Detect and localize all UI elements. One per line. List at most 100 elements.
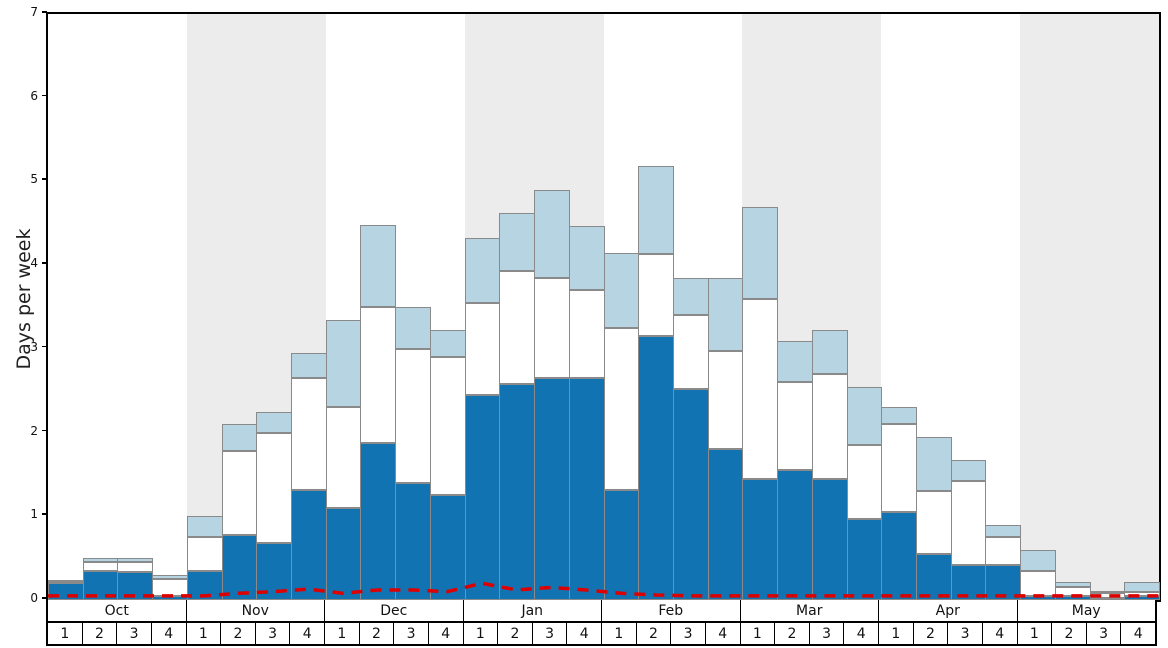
y-tick-mark	[42, 178, 47, 180]
bar-segment	[117, 562, 154, 573]
week-number-cell: 1	[325, 623, 360, 644]
bar-segment	[1124, 595, 1160, 600]
y-tick-label: 0	[30, 591, 38, 605]
y-tick-mark	[42, 11, 47, 13]
month-label-apr: Apr	[879, 600, 1018, 621]
bar-segment	[985, 524, 1022, 538]
week-number-cell: 4	[844, 623, 879, 644]
bar-segment	[325, 507, 362, 600]
month-label-mar: Mar	[741, 600, 879, 621]
week-number-cell: 3	[117, 623, 152, 644]
bar-segment	[638, 336, 674, 600]
bar-segment	[360, 224, 397, 307]
bar-segment	[499, 271, 536, 385]
bar-segment	[950, 460, 987, 482]
bar-segment	[950, 481, 987, 565]
week-number-cell: 4	[1133, 625, 1143, 642]
bar-segment	[638, 254, 674, 337]
bar-segment	[1054, 581, 1091, 588]
red-dashed-trend-line	[48, 581, 1159, 598]
bar-segment	[117, 558, 154, 563]
bar-segment	[464, 237, 501, 303]
bar-segment	[464, 394, 501, 600]
month-label-jan: Jan	[464, 600, 602, 621]
bar-segment	[534, 277, 570, 379]
bar-segment	[291, 489, 327, 600]
bar-segment	[1020, 549, 1056, 571]
y-tick-mark	[42, 513, 47, 515]
week-number-cell: 2	[914, 623, 949, 644]
week-number-cell: 1	[1018, 623, 1053, 644]
bar-segment	[429, 357, 466, 496]
week-number-cell: 4	[429, 623, 464, 644]
plot-area	[46, 12, 1161, 602]
bar-segment	[291, 353, 327, 379]
bar-segment	[360, 442, 397, 600]
y-tick-mark	[42, 597, 47, 599]
y-axis-label: Days per week	[13, 228, 35, 370]
month-label-oct: Oct	[48, 600, 187, 621]
bar-segment	[777, 470, 813, 600]
bar-segment	[707, 351, 744, 450]
y-tick-mark	[42, 345, 47, 348]
month-axis: Oct Nov Dec Jan Feb Mar Apr May	[46, 600, 1157, 623]
month-label-dec: Dec	[325, 600, 464, 621]
week-number-cell: 3	[810, 623, 845, 644]
bar-segment	[742, 298, 779, 479]
week-number-cell: 2	[637, 623, 672, 644]
y-tick-label: 6	[30, 88, 38, 103]
week-number-cell: 4	[983, 623, 1018, 644]
bar-segment	[568, 378, 605, 600]
bar-segment	[672, 389, 709, 600]
week-number-cell: 1	[48, 623, 83, 644]
bar-segment	[777, 382, 813, 471]
week-number-cell: 4	[567, 623, 602, 644]
week-number-cell: 1	[741, 623, 776, 644]
week-number-cell: 2	[360, 623, 395, 644]
week-number-cell: 3	[533, 623, 568, 644]
bar-segment	[360, 307, 397, 443]
week-number-cell: 4	[290, 623, 325, 644]
y-tick-label: 4	[30, 256, 38, 271]
bar-segment	[568, 290, 605, 379]
bar-segment	[742, 478, 779, 600]
y-tick-label: 5	[30, 172, 38, 187]
week-number-cell: 3	[394, 623, 429, 644]
bar-segment	[499, 384, 536, 600]
week-number-cell: 2	[1052, 623, 1087, 644]
week-number-cell: 2	[221, 623, 256, 644]
shaded-band	[1020, 14, 1159, 600]
week-number-cell: 4	[152, 623, 187, 644]
month-label-feb: Feb	[602, 600, 741, 621]
bar-segment	[395, 307, 431, 349]
bar-segment	[985, 537, 1022, 565]
week-number-cell: 2	[498, 623, 533, 644]
week-number-cell: 3	[256, 623, 291, 644]
bar-segment	[638, 166, 674, 255]
week-number-cell: 4	[706, 623, 741, 644]
y-tick-mark	[42, 429, 47, 432]
week-number-cell: 3	[1087, 623, 1122, 644]
bar-segment	[534, 378, 570, 600]
y-tick-label: 3	[30, 339, 38, 354]
bar-segment	[811, 330, 848, 374]
bar-segment	[881, 407, 917, 425]
bar-segment	[256, 432, 293, 544]
y-tick-mark	[42, 262, 47, 264]
bar-segment	[186, 537, 223, 571]
bar-segment	[1124, 591, 1160, 596]
week-number-cell: 2	[775, 623, 810, 644]
bar-segment	[568, 225, 605, 291]
month-label-nov: Nov	[187, 600, 325, 621]
bar-segment	[707, 277, 744, 352]
y-tick-label: 2	[30, 423, 38, 438]
week-number-cell: 3	[948, 623, 983, 644]
week-number-cell: 1	[187, 623, 222, 644]
bar-segment	[291, 378, 327, 490]
y-tick-label: 7	[30, 5, 38, 19]
y-tick-mark	[42, 94, 47, 97]
bar-segment	[742, 206, 779, 299]
y-tick-label: 1	[30, 507, 38, 522]
